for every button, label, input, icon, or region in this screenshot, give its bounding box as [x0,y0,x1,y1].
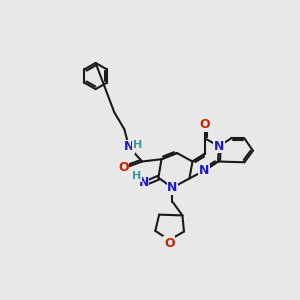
Text: N: N [214,140,224,153]
Text: N: N [124,140,134,153]
Text: N: N [167,181,178,194]
Text: H: H [133,140,142,150]
Text: O: O [200,118,210,131]
Text: O: O [164,237,175,250]
Text: N: N [139,176,149,189]
Text: N: N [199,164,209,177]
Text: H: H [132,171,141,181]
Text: O: O [118,161,129,174]
